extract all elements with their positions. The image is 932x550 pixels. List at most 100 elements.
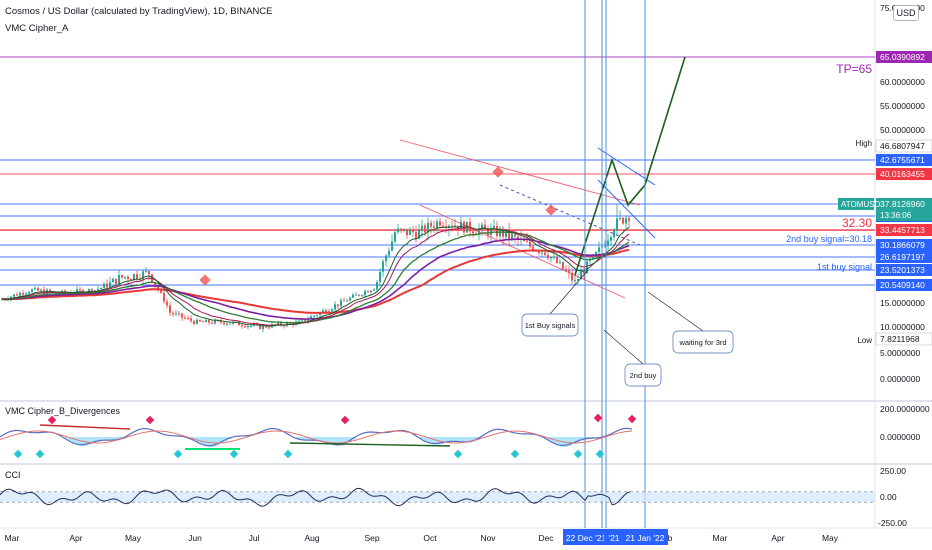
wave-bar xyxy=(444,437,448,444)
candle xyxy=(97,289,99,291)
candle xyxy=(394,232,396,242)
time-tick: May xyxy=(822,533,839,543)
price-label-box xyxy=(876,154,932,167)
buy-dot xyxy=(13,449,23,459)
ema-fast-line xyxy=(1,227,630,326)
candle xyxy=(121,274,123,278)
price-label-box xyxy=(876,224,932,237)
time-marker-label: 21 Jan '22 xyxy=(626,533,665,543)
candle xyxy=(193,320,195,324)
wave-bar xyxy=(192,437,196,440)
wave-bar xyxy=(316,437,320,441)
channel-top-line xyxy=(399,139,641,206)
candle xyxy=(508,229,510,239)
callout-2nd-buy-text: 2nd buy xyxy=(630,371,657,380)
cipher-b-tick: 0.0000000 xyxy=(880,432,920,442)
indicator-label-cci[interactable]: CCI xyxy=(5,470,21,480)
candle xyxy=(214,320,216,324)
candle xyxy=(433,226,435,228)
price-label-box xyxy=(876,197,932,210)
candle xyxy=(91,289,93,294)
candle xyxy=(361,295,363,297)
price-axis[interactable]: 75.000000065.039089260.000000055.0000000… xyxy=(838,3,932,384)
wave-bar xyxy=(452,437,456,443)
wave-line-2 xyxy=(0,430,633,444)
price-label: 26.6197197 xyxy=(880,252,925,262)
wave-bar xyxy=(64,437,68,439)
candle xyxy=(556,256,558,263)
callout-1st-buy-pointer xyxy=(549,269,589,315)
ema-red-line xyxy=(1,248,630,314)
candle xyxy=(496,225,498,237)
buy-dot xyxy=(595,449,605,459)
indicator-label-cipher-a[interactable]: VMC Cipher_A xyxy=(5,23,69,34)
buy-dot xyxy=(573,449,583,459)
sell-dot xyxy=(47,415,57,425)
candle xyxy=(421,225,423,230)
candle xyxy=(382,261,384,272)
candle xyxy=(40,289,42,291)
candle xyxy=(37,287,39,291)
candle xyxy=(412,229,414,233)
candle xyxy=(598,247,600,252)
indicator-label-cipher-b[interactable]: VMC Cipher_B_Divergences xyxy=(5,406,121,416)
candle xyxy=(226,323,228,325)
wave-bar xyxy=(568,437,572,446)
candle xyxy=(34,287,36,290)
candle xyxy=(265,325,267,328)
wave-bar xyxy=(88,437,92,445)
wave-bar xyxy=(76,437,80,446)
candle xyxy=(49,289,51,292)
wave-bar xyxy=(308,437,312,441)
price-label: 33.4457713 xyxy=(880,225,925,235)
candle xyxy=(220,320,222,323)
candle xyxy=(133,274,135,280)
candle xyxy=(577,279,579,281)
candle xyxy=(160,290,162,293)
wave-bar xyxy=(104,437,108,441)
wave-bar xyxy=(572,437,576,445)
candle xyxy=(517,236,519,240)
diamond-marker xyxy=(492,166,504,178)
wave-bar xyxy=(212,437,216,447)
candle xyxy=(250,325,252,327)
candle xyxy=(619,217,621,219)
candle xyxy=(544,252,546,256)
price-label-box xyxy=(876,51,932,64)
wave-bar xyxy=(100,437,104,442)
candle xyxy=(409,229,411,236)
candle xyxy=(427,222,429,233)
candle xyxy=(550,256,552,259)
countdown-label: 13:36:06 xyxy=(880,211,912,220)
time-tick: Oct xyxy=(423,533,437,543)
candle xyxy=(349,297,351,301)
level-label: 2nd buy signal=30.18 xyxy=(786,234,872,244)
candle xyxy=(418,229,420,239)
price-label: 42.6755671 xyxy=(880,155,925,165)
candle xyxy=(376,282,378,290)
candle xyxy=(511,234,513,239)
candle xyxy=(196,319,198,324)
main-pane[interactable] xyxy=(0,0,875,398)
callout-1st-buy-text: 1st Buy signals xyxy=(525,321,576,330)
candle xyxy=(130,279,132,281)
candle xyxy=(187,318,189,320)
candle xyxy=(22,292,24,295)
cci-pane: 250.00 0.00 -250.00 xyxy=(0,466,907,528)
candle xyxy=(460,221,462,230)
candle xyxy=(529,241,531,247)
currency-button[interactable]: USD xyxy=(893,5,919,21)
wave-bar xyxy=(320,437,324,442)
candle xyxy=(331,309,333,312)
candle xyxy=(184,317,186,319)
drawings[interactable]: 1st Buy signals 2nd buy waiting for 3rd xyxy=(199,0,734,528)
wave-bar xyxy=(420,437,424,439)
candle xyxy=(277,322,279,325)
candle xyxy=(190,318,192,321)
candle xyxy=(175,313,177,315)
time-axis[interactable]: Mar Apr May Jun Jul Aug Sep Oct Nov Dec 22 Dec '21… xyxy=(5,529,839,545)
wave-bar xyxy=(336,437,340,447)
candle xyxy=(247,326,249,328)
candle xyxy=(385,255,387,262)
